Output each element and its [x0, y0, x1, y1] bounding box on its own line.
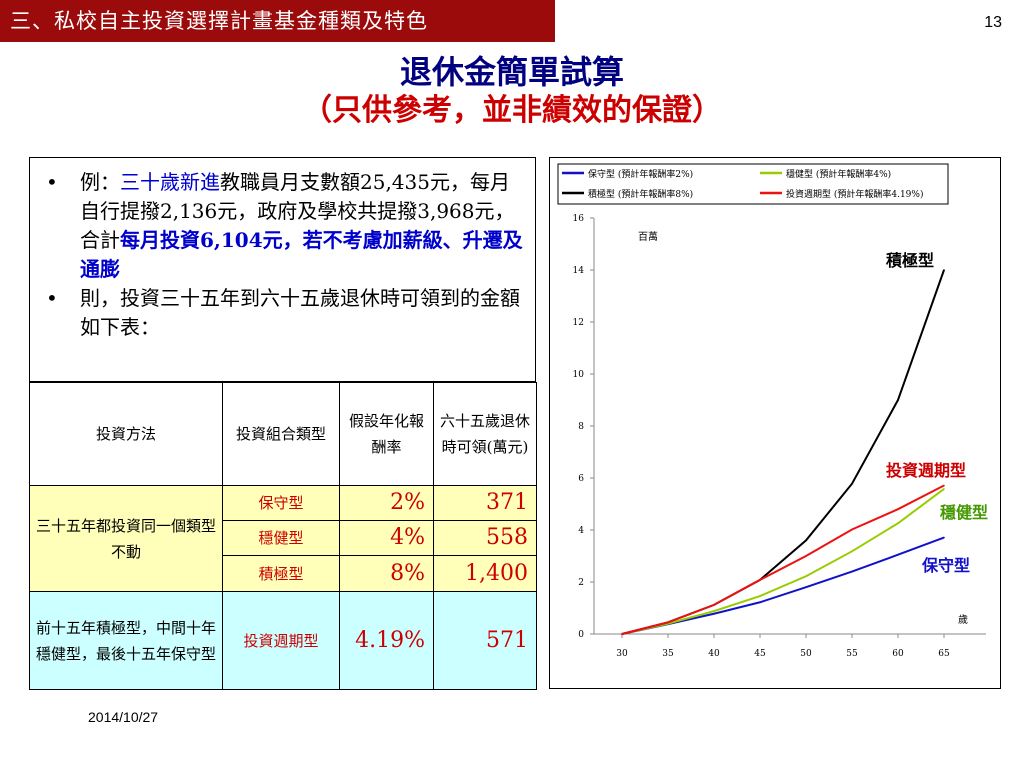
series-label: 投資週期型 — [886, 461, 966, 480]
series-line — [621, 484, 945, 635]
example-highlight-2: 每月投資6,104元，若不考慮加薪級、升遷及通膨 — [80, 228, 523, 281]
x-tick-label: 35 — [662, 649, 674, 659]
slide-subtitle: （只供參考，並非績效的保證） — [302, 93, 722, 128]
data-point — [805, 539, 807, 542]
bullet-dot: • — [46, 286, 58, 310]
data-point — [943, 484, 945, 487]
table-row: 前十五年積極型，中間十年穩健型，最後十五年保守型 投資週期型 4.19% 571 — [29, 591, 537, 690]
y-tick-label: 8 — [578, 422, 584, 432]
type-cell: 投資週期型 — [222, 591, 340, 690]
series-line — [621, 269, 945, 635]
table-header-cell: 投資組合類型 — [222, 382, 340, 486]
example-prefix: 例： — [80, 170, 120, 194]
x-tick-label: 45 — [754, 649, 766, 659]
amount-cell: 1,400 — [433, 555, 537, 592]
data-point — [851, 550, 853, 553]
x-tick-label: 65 — [938, 649, 950, 659]
x-tick-label: 50 — [800, 649, 812, 659]
table-row: 穩健型 4% 558 — [30, 520, 537, 556]
y-tick-label: 16 — [573, 214, 585, 224]
retirement-growth-chart: 保守型 (預計年報酬率2%) 穩健型 (預計年報酬率4%) 積極型 (預計年報酬率8… — [557, 163, 988, 659]
example-body: 教職員月支數額25,435元，每月自行提撥2,136元，政府及學校共提撥3,96… — [80, 170, 515, 252]
group-label-cell: 三十五年都投資同一個類型不動 — [29, 485, 223, 592]
amount-cell: 571 — [433, 591, 537, 690]
bullet-conclusion: • 則，投資三十五年到六十五歲退休時可領到的金額如下表： — [46, 284, 523, 342]
table-header-cell: 投資方法 — [29, 382, 223, 486]
data-point — [805, 575, 807, 578]
bullet-text: 例：三十歲新進教職員月支數額25,435元，每月自行提撥2,136元，政府及學校… — [80, 168, 523, 284]
series-label: 積極型 — [885, 251, 934, 270]
data-point — [713, 610, 715, 612]
type-cell: 保守型 — [222, 485, 340, 521]
data-point — [667, 621, 669, 624]
data-point — [851, 528, 853, 531]
data-point — [759, 601, 761, 604]
legend-entry: 投資週期型 (預計年報酬率4.19%) — [786, 188, 923, 200]
y-axis-label: 百萬 — [638, 230, 658, 243]
group-label-cell: 前十五年積極型，中間十年穩健型，最後十五年保守型 — [29, 591, 223, 690]
type-cell: 積極型 — [222, 555, 340, 592]
table-header-cell: 假設年化報酬率 — [339, 382, 434, 486]
rate-cell: 2% — [339, 485, 434, 521]
y-tick-label: 12 — [573, 318, 584, 328]
example-box: • 例：三十歲新進教職員月支數額25,435元，每月自行提撥2,136元，政府及… — [29, 157, 536, 382]
amount-cell: 558 — [433, 520, 537, 556]
data-point — [759, 579, 761, 581]
y-tick-label: 2 — [578, 578, 584, 588]
chart-container: 保守型 (預計年報酬率2%) 穩健型 (預計年報酬率4%) 積極型 (預計年報酬率8… — [549, 157, 1001, 689]
series-line — [621, 488, 945, 635]
y-tick-label: 0 — [578, 630, 584, 640]
rate-cell: 4% — [339, 520, 434, 556]
legend-entry: 穩健型 (預計年報酬率4%) — [786, 168, 891, 180]
table-header-row: 投資方法 投資組合類型 假設年化報酬率 六十五歲退休時可領(萬元) — [29, 382, 537, 486]
bullet-example: • 例：三十歲新進教職員月支數額25,435元，每月自行提撥2,136元，政府及… — [46, 168, 523, 284]
bullet-text: 則，投資三十五年到六十五歲退休時可領到的金額如下表： — [80, 286, 520, 339]
y-tick-label: 4 — [578, 526, 584, 536]
data-point — [851, 482, 853, 485]
x-tick-label: 60 — [892, 649, 904, 659]
investment-table: 投資方法 投資組合類型 假設年化報酬率 六十五歲退休時可領(萬元) 三十五年都投… — [29, 382, 537, 690]
data-point — [805, 555, 807, 557]
legend-entry: 保守型 (預計年報酬率2%) — [588, 168, 693, 180]
x-tick-label: 40 — [708, 649, 720, 659]
y-tick-label: 10 — [573, 370, 585, 380]
slide-date: 2014/10/27 — [88, 709, 159, 725]
x-axis-label: 歲 — [958, 613, 968, 626]
data-point — [897, 399, 899, 401]
legend-entry: 積極型 (預計年報酬率8%) — [588, 188, 693, 200]
table-header-cell: 六十五歲退休時可領(萬元) — [433, 382, 537, 486]
data-point — [851, 570, 853, 573]
table-row: 積極型 8% 1,400 — [30, 555, 537, 592]
amount-cell: 371 — [433, 485, 537, 521]
x-tick-label: 30 — [616, 649, 628, 659]
type-cell: 穩健型 — [222, 520, 340, 556]
legend-box — [557, 163, 949, 205]
bullet-dot: • — [46, 170, 58, 194]
page-number: 13 — [984, 14, 1002, 31]
data-point — [943, 269, 945, 271]
y-tick-label: 6 — [578, 474, 584, 484]
data-point — [943, 536, 945, 539]
data-point — [621, 633, 623, 635]
rate-cell: 8% — [339, 555, 434, 592]
data-point — [713, 604, 715, 606]
data-point — [759, 595, 761, 597]
series-label: 保守型 — [921, 556, 970, 575]
slide-title: 退休金簡單試算 — [399, 53, 624, 91]
series-label: 穩健型 — [940, 503, 988, 522]
data-point — [805, 586, 807, 588]
data-point — [897, 522, 899, 525]
data-point — [943, 488, 945, 490]
data-point — [897, 508, 899, 511]
example-highlight: 三十歲新進 — [120, 170, 220, 194]
rate-cell: 4.19% — [339, 591, 434, 690]
y-tick-label: 14 — [573, 266, 585, 276]
section-header-tab: 三、私校自主投資選擇計畫基金種類及特色 — [0, 0, 555, 42]
data-point — [897, 553, 899, 556]
table-row: 三十五年都投資同一個類型不動 保守型 2% 371 — [29, 485, 537, 592]
x-tick-label: 55 — [846, 649, 858, 659]
data-point — [713, 612, 715, 615]
